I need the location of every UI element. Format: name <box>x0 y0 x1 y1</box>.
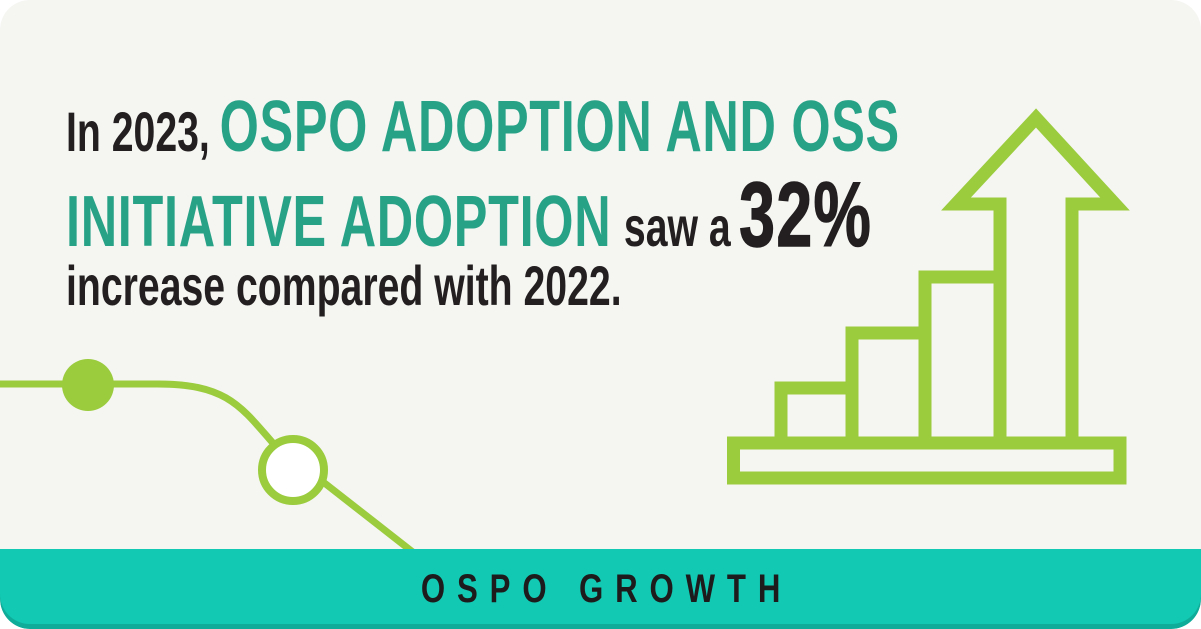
bar-chart-growth-icon <box>727 108 1130 485</box>
headline-stat: 32% <box>739 164 873 266</box>
footer-label: OSPO GROWTH <box>420 566 793 611</box>
headline: In 2023, OSPO ADOPTION AND OSS INITIATIVE… <box>66 87 976 314</box>
trend-line-path <box>0 380 417 556</box>
headline-connector: saw a <box>623 195 731 258</box>
headline-suffix: increase compared with 2022. <box>66 254 622 317</box>
chart-base <box>727 436 1127 485</box>
headline-highlight-line1: OSPO ADOPTION AND OSS <box>219 87 900 167</box>
headline-highlight-line2: INITIATIVE ADOPTION <box>66 182 612 262</box>
chart-bar-3 <box>918 270 1007 465</box>
solid-dot <box>62 359 114 411</box>
headline-prefix: In 2023, <box>66 100 210 163</box>
outline-dot <box>258 435 328 505</box>
footer-banner: OSPO GROWTH <box>0 549 1201 629</box>
trend-line-decoration-icon <box>0 359 417 556</box>
